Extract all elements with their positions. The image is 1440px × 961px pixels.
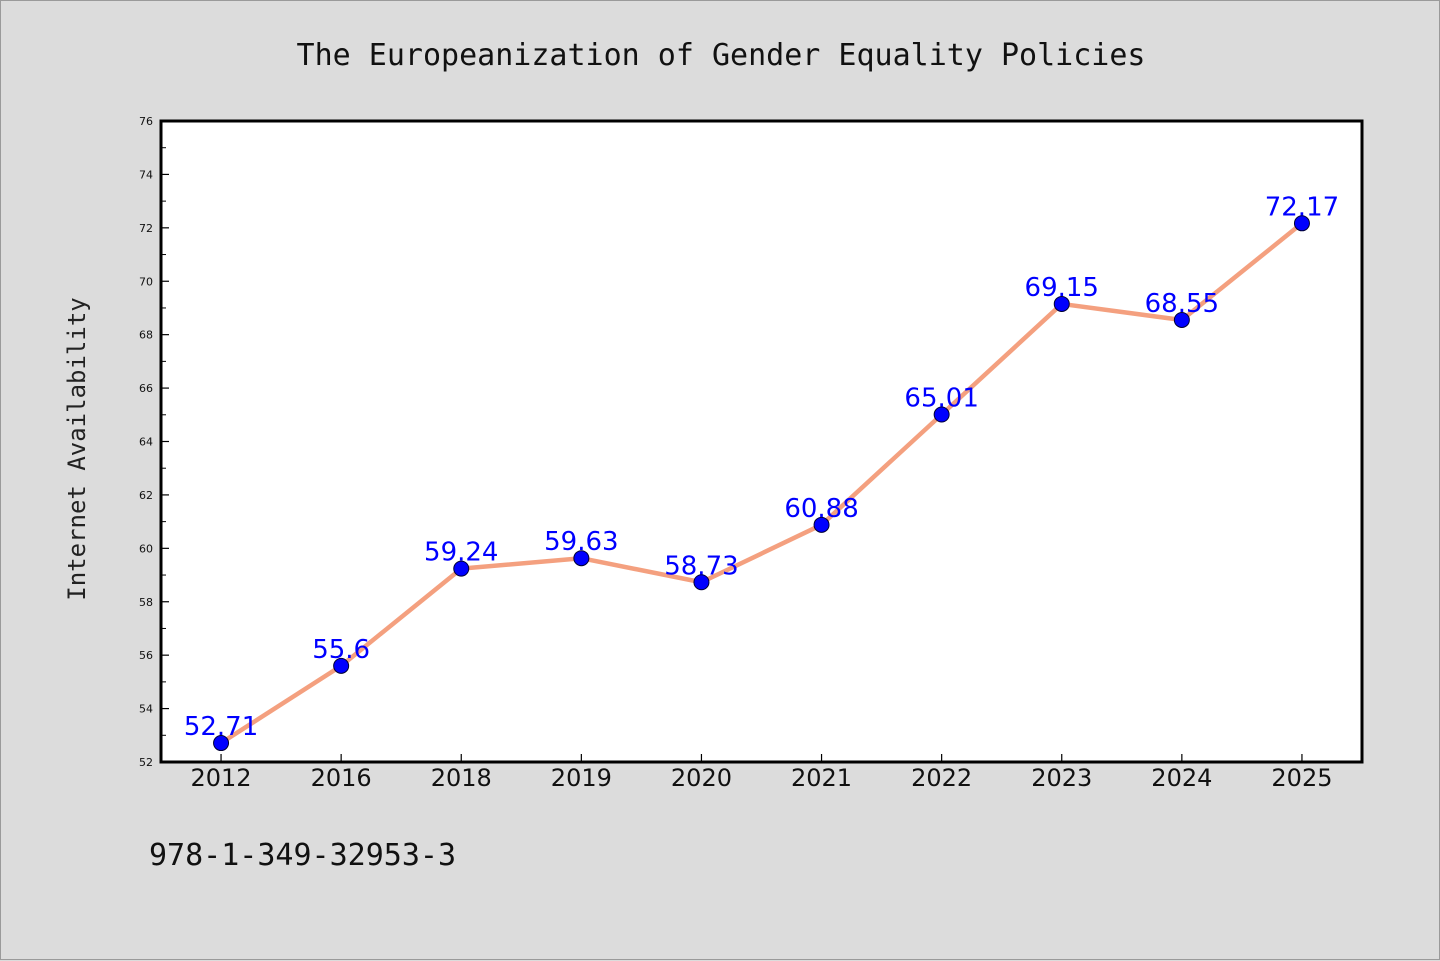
data-label: 65.01: [904, 384, 978, 414]
x-tick-label: 2012: [191, 764, 252, 792]
x-tick-label: 2025: [1271, 764, 1332, 792]
data-point: [1173, 311, 1190, 328]
plot-area: [159, 119, 1364, 764]
y-tick-label: 56: [139, 649, 153, 662]
x-tick-label: 2021: [791, 764, 852, 792]
series-layer: 52.71 55.6 59.24 59.63 58.73 60.88 65.01 69.15 6…: [184, 192, 1339, 752]
y-tick-label: 76: [139, 115, 153, 128]
data-label: 68.55: [1145, 289, 1219, 319]
data-label: 69.15: [1025, 273, 1099, 303]
y-tick-label: 58: [139, 596, 153, 609]
data-point: [213, 735, 230, 752]
data-label: 60.88: [784, 494, 858, 524]
series-line: [218, 221, 1305, 746]
y-tick-label: 62: [139, 489, 153, 502]
y-tick-label: 52: [139, 756, 153, 769]
y-tick-label: 60: [139, 542, 153, 555]
data-label: 58.73: [664, 551, 738, 581]
data-point: [1053, 295, 1070, 312]
isbn-text: 978-1-349-32953-3: [149, 838, 456, 873]
data-point: [333, 657, 350, 674]
x-tick-label: 2024: [1151, 764, 1212, 792]
x-tick-label: 2018: [431, 764, 492, 792]
data-point: [933, 406, 950, 423]
chart-title: The Europeanization of Gender Equality P…: [297, 38, 1146, 73]
x-tick-label: 2022: [911, 764, 972, 792]
y-axis-label: Internet Availability: [63, 297, 91, 600]
x-tick-label: 2016: [311, 764, 372, 792]
data-point: [573, 550, 590, 567]
data-point: [813, 516, 830, 533]
y-axis: 52 54 56 58 60 62 64 66 68 70 72 74 76: [139, 115, 169, 769]
y-tick-label: 70: [139, 275, 153, 288]
y-tick-label: 64: [139, 436, 153, 449]
x-tick-label: 2020: [671, 764, 732, 792]
x-tick-label: 2019: [551, 764, 612, 792]
data-label: 52.71: [184, 712, 258, 742]
y-tick-label: 72: [139, 222, 153, 235]
y-tick-label: 68: [139, 329, 153, 342]
data-label: 59.24: [424, 538, 498, 568]
data-point: [693, 574, 710, 591]
data-label: 72.17: [1265, 192, 1339, 222]
y-tick-label: 54: [139, 703, 153, 716]
data-point: [1293, 215, 1310, 232]
data-point: [453, 560, 470, 577]
data-label: 59.63: [544, 527, 618, 557]
y-tick-label: 74: [139, 168, 153, 181]
data-label: 55.6: [312, 635, 370, 665]
x-tick-label: 2023: [1031, 764, 1092, 792]
y-tick-label: 66: [139, 382, 153, 395]
x-axis: 2012 2016 2018 2019 2020 2021 2022 2023 2024 2025: [191, 754, 1332, 792]
